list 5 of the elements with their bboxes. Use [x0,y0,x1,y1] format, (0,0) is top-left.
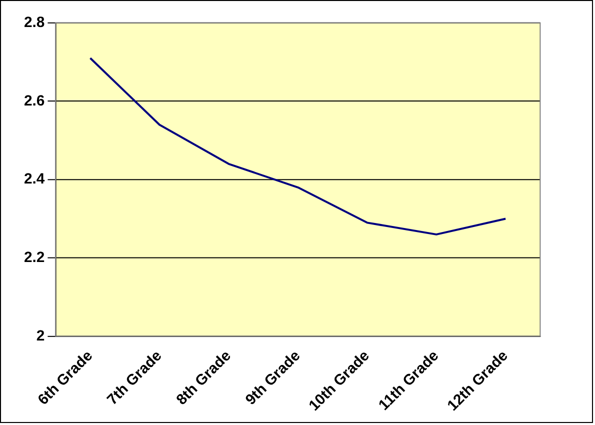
y-tick-label: 2.4 [24,170,46,188]
y-tick-label: 2.6 [24,92,45,110]
y-tick-label: 2 [36,327,45,344]
y-tick-label: 2.8 [24,14,45,32]
y-tick-label: 2.2 [24,249,45,266]
